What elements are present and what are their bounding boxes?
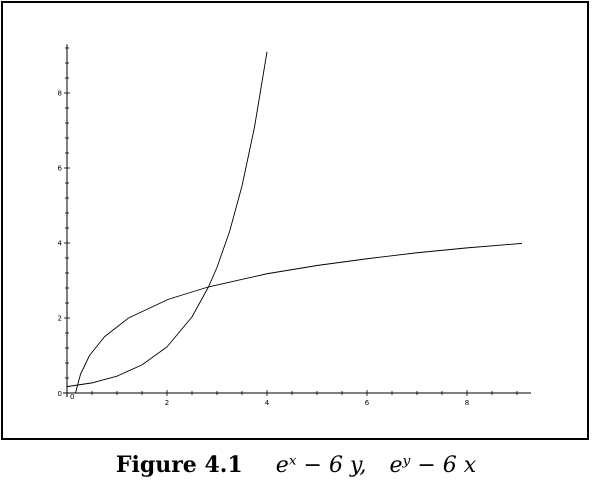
- caption-expression-1: eˣ − 6 y,: [275, 453, 367, 478]
- figure-caption: Figure 4.1 eˣ − 6 y, eʸ − 6 x: [0, 452, 592, 478]
- figure-label: Figure 4.1: [115, 452, 243, 478]
- x-tick-label: 2: [165, 399, 169, 407]
- series-line-2: [75, 242, 523, 394]
- x-tick-label: 6: [365, 399, 370, 407]
- y-tick-label: 2: [58, 315, 62, 323]
- plot-area: 2 4 6 8 2 4 6 8 0 0: [58, 44, 531, 407]
- y-tick-label: 6: [58, 165, 63, 173]
- x-tick-label: 0: [70, 393, 74, 401]
- y-tick-label: 0: [58, 390, 62, 398]
- y-tick-label: 4: [58, 240, 63, 248]
- x-tick-label: 4: [265, 399, 270, 407]
- series-line-1: [66, 51, 268, 388]
- y-tick-label: 8: [58, 90, 62, 98]
- x-tick-label: 8: [465, 399, 469, 407]
- caption-expression-2: eʸ − 6 x: [389, 453, 477, 478]
